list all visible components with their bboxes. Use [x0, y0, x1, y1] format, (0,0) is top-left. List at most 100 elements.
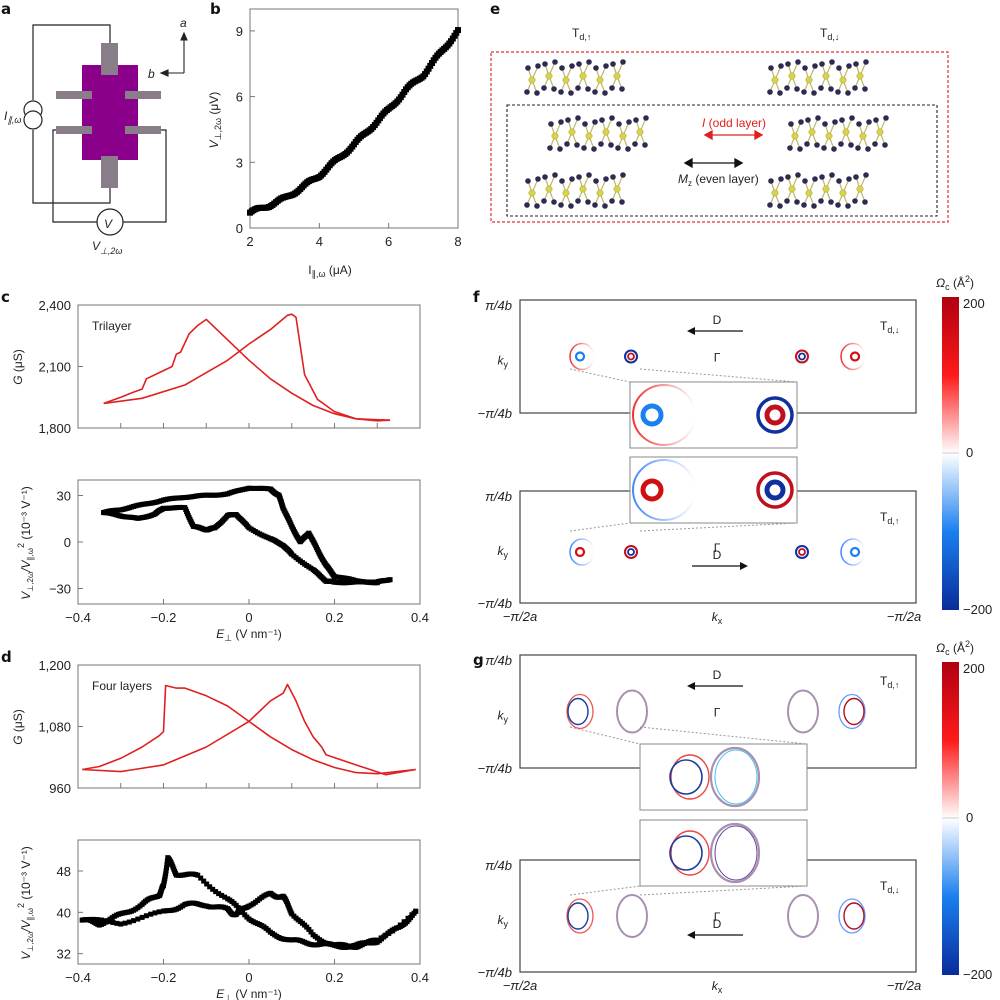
chalcogen-atom [602, 203, 608, 209]
zoom-connector [569, 726, 641, 745]
pocket-inner [798, 352, 806, 361]
panel-letter-c: c [1, 288, 10, 306]
colorbar-zero-label: 0 [966, 445, 973, 460]
data-point [87, 916, 93, 922]
layer-bottom-left [524, 172, 626, 209]
pocket-inner [843, 902, 865, 930]
y-tick-label: 1,080 [38, 720, 71, 735]
y-tick-label: 6 [236, 90, 243, 105]
metal-atom [839, 189, 847, 197]
pocket-inner [849, 351, 861, 362]
data-point [213, 889, 219, 895]
chalcogen-atom [777, 203, 783, 209]
metal-atom [585, 132, 593, 140]
panel-letter-f: f [473, 288, 480, 306]
chart-c-nonlinear: −30 0 30 −0.4 −0.2 0 0.2 0.4 E⊥ (V nm⁻¹) V⊥,2ω/V∥… [16, 479, 429, 643]
data-point [405, 915, 411, 921]
pocket-outer [840, 342, 866, 371]
chalcogen-atom [603, 63, 609, 69]
pocket-outer [616, 689, 648, 734]
data-point [95, 917, 101, 923]
chalcogen-atom [856, 121, 862, 127]
data-point [455, 27, 461, 34]
x-tick-label: 0.4 [411, 970, 429, 985]
chalcogen-atom [542, 174, 548, 180]
chalcogen-atom [535, 176, 541, 182]
chalcogen-atom [795, 172, 801, 178]
y-tick-label: 2,400 [38, 298, 71, 313]
berry-ring [569, 538, 595, 566]
chalcogen-atom [585, 86, 591, 92]
chalcogen-atom [557, 146, 563, 152]
data-point [386, 930, 392, 936]
chalcogen-atom [541, 198, 547, 204]
layer-annotation: Four layers [92, 679, 152, 693]
metal-atom [856, 185, 864, 193]
metal-atom [528, 76, 536, 84]
chalcogen-atom [801, 202, 807, 208]
chalcogen-atom [811, 203, 817, 209]
metal-atom [636, 128, 644, 136]
pocket-outer [616, 894, 648, 938]
gamma-point-label: Γ [714, 351, 721, 365]
chalcogen-atom [548, 121, 554, 127]
colorbar-min-label: −200 [963, 602, 992, 617]
chalcogen-atom [794, 199, 800, 205]
pocket-outer [624, 545, 638, 559]
metal-atom [562, 76, 570, 84]
pocket-outer [787, 894, 819, 938]
chalcogen-atom [832, 119, 838, 125]
chalcogen-atom [836, 178, 842, 184]
ky-axis-label: ky [498, 709, 509, 725]
contact-top [101, 43, 118, 75]
displacement-field-label: D [713, 548, 722, 562]
chalcogen-atom [542, 61, 548, 67]
series-line-backward-sweep [82, 683, 416, 776]
chalcogen-atom [828, 199, 834, 205]
data-point [308, 929, 314, 935]
chalcogen-atom [620, 172, 626, 178]
colorbar-min-label: −200 [963, 967, 992, 982]
chalcogen-atom [565, 117, 571, 123]
pocket-inner [627, 352, 635, 361]
even-layer-arrow [683, 157, 744, 169]
metal-atom [596, 189, 604, 197]
chalcogen-atom [801, 89, 807, 95]
chalcogen-atom [593, 65, 599, 71]
inset-ring-outer-left [670, 754, 710, 800]
pocket-outer [795, 545, 809, 559]
berry-ring [569, 342, 595, 371]
colorbar-max-label: 200 [963, 661, 985, 676]
zoom-inset-0 [629, 381, 798, 449]
chart-c-conductance: 1,800 2,100 2,400 Trilayer G (μS) [11, 298, 421, 436]
outer-dashed-box [490, 51, 949, 223]
pocket-outer [838, 898, 866, 934]
data-point [163, 871, 169, 877]
berry-ring [840, 538, 866, 566]
data-point [99, 917, 105, 923]
chalcogen-atom [643, 115, 649, 121]
kx-axis-label: kx [712, 610, 723, 626]
x-tick-label: 4 [316, 234, 323, 249]
chalcogen-atom [586, 172, 592, 178]
metal-atom [562, 189, 570, 197]
kx-max-label: −π/2a [887, 978, 921, 993]
chalcogen-atom [814, 142, 820, 148]
voltmeter-icon: V [96, 208, 124, 236]
metal-atom [579, 72, 587, 80]
plot-frame [77, 479, 421, 605]
y-tick-label: 48 [57, 864, 71, 879]
data-point [118, 921, 124, 927]
y-tick-label: 0 [236, 221, 243, 236]
chalcogen-atom [620, 59, 626, 65]
x-tick-label: 0 [245, 970, 252, 985]
data-point [382, 933, 388, 939]
chart-d-conductance: 960 1,080 1,200 Four layers G (μS) [11, 658, 421, 796]
x-tick-label: 0.4 [411, 610, 429, 625]
series-points-forward-sweep [79, 855, 419, 950]
metal-atom [825, 132, 833, 140]
chalcogen-atom [575, 85, 581, 91]
chalcogen-atom [581, 145, 587, 151]
x-axis-label: E⊥ (V nm⁻¹) [216, 987, 282, 1000]
data-point [162, 873, 168, 879]
